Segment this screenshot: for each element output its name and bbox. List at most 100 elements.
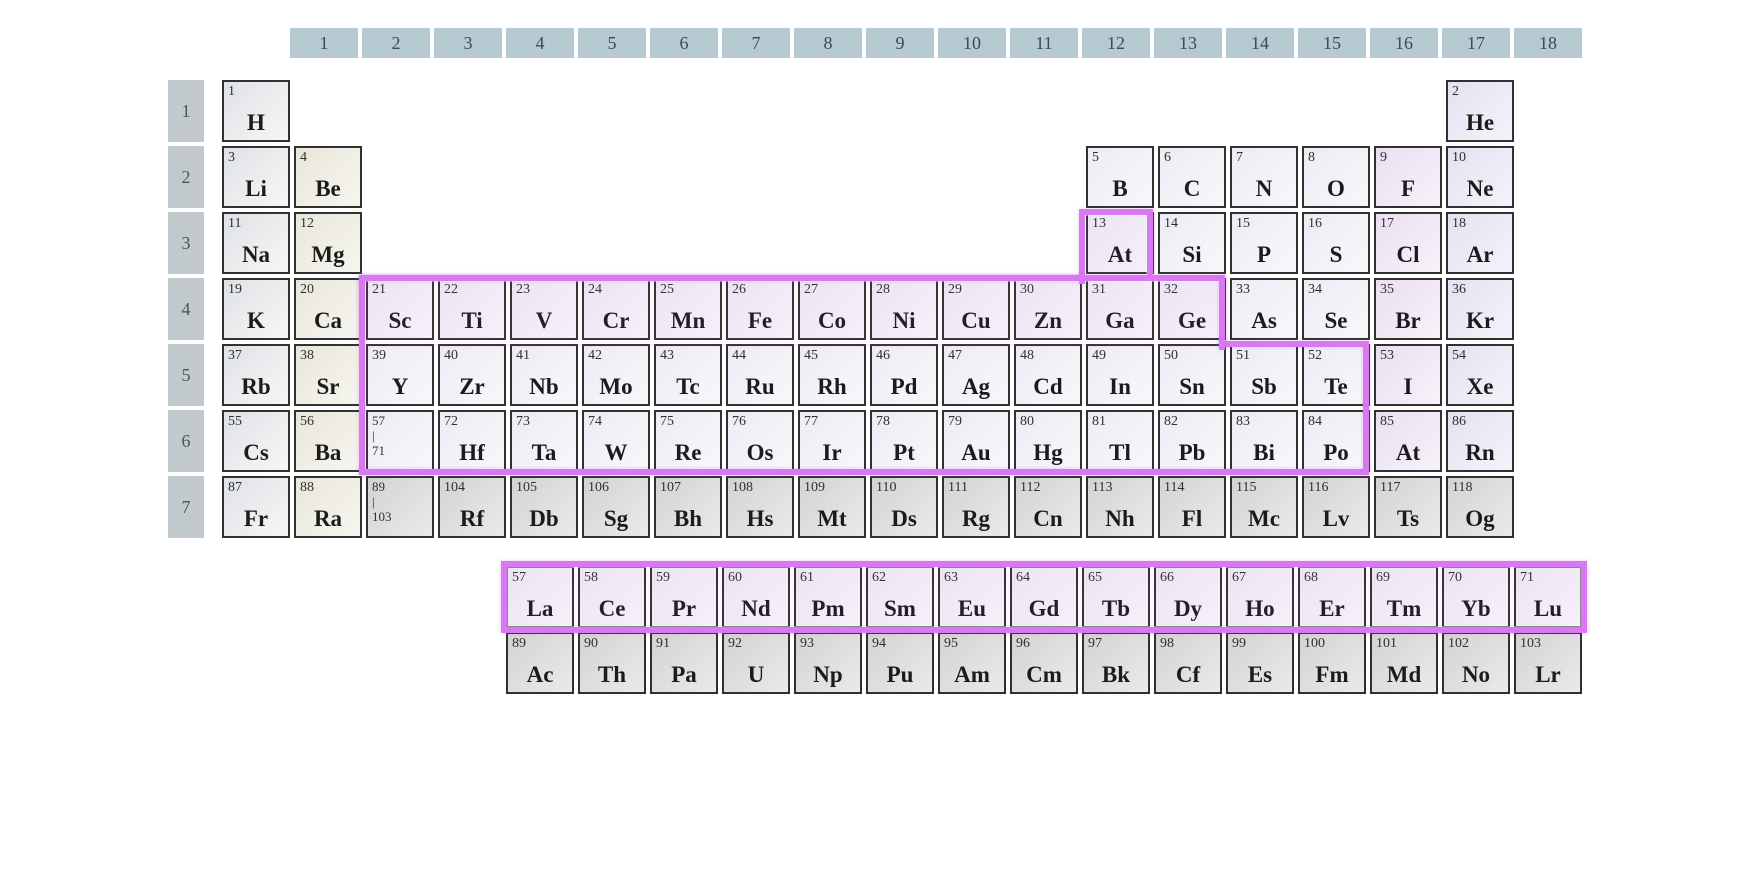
element-Li: 3Li	[222, 146, 290, 208]
element-symbol: Rn	[1448, 440, 1512, 466]
period-row-2: 23Li4Be5B6C7N8O9F10Ne	[168, 146, 1586, 208]
element-symbol: Ra	[296, 506, 360, 532]
element-Ne: 10Ne	[1446, 146, 1514, 208]
atomic-number: 65	[1088, 570, 1102, 586]
element-Be: 4Be	[294, 146, 362, 208]
element-Hg: 80Hg	[1014, 410, 1082, 472]
group-header-10: 10	[938, 28, 1006, 58]
group-header-13: 13	[1154, 28, 1222, 58]
element-Rb: 37Rb	[222, 344, 290, 406]
atomic-number: 63	[944, 570, 958, 586]
element-symbol: Re	[656, 440, 720, 466]
element-Sr: 38Sr	[294, 344, 362, 406]
element-Lv: 116Lv	[1302, 476, 1370, 538]
element-symbol: Au	[944, 440, 1008, 466]
element-Md: 101 Md	[1370, 632, 1438, 694]
element-symbol: Mc	[1232, 506, 1296, 532]
element-He: 2He	[1446, 80, 1514, 142]
group-header-2: 2	[362, 28, 430, 58]
element-Sc: 21Sc	[366, 278, 434, 340]
element-symbol: Fr	[224, 506, 288, 532]
element-symbol: Sn	[1160, 374, 1224, 400]
atomic-number: 87	[228, 480, 242, 496]
atomic-number: 77	[804, 414, 818, 430]
atomic-number: 30	[1020, 282, 1034, 298]
element-symbol: Si	[1160, 242, 1224, 268]
group-header-8: 8	[794, 28, 862, 58]
atomic-number: 107	[660, 480, 681, 496]
atomic-number: 50	[1164, 348, 1178, 364]
element-Pm: 61Pm	[794, 566, 862, 628]
element-symbol: Np	[796, 662, 860, 688]
atomic-number: 56	[300, 414, 314, 430]
period-header-3: 3	[168, 212, 204, 274]
element-Ds: 110Ds	[870, 476, 938, 538]
atomic-number: 101	[1376, 636, 1397, 652]
element-symbol: Ho	[1228, 596, 1292, 622]
actinide-row: 89Ac90Th91Pa92U93Np94Pu95Am96Cm97Bk98Cf9…	[506, 632, 1586, 694]
atomic-number: 23	[516, 282, 530, 298]
element-symbol: Ni	[872, 308, 936, 334]
element-Fe: 26Fe	[726, 278, 794, 340]
element-symbol: Am	[940, 662, 1004, 688]
atomic-number: 96	[1016, 636, 1030, 652]
atomic-number: 99	[1232, 636, 1246, 652]
atomic-number: 7	[1236, 150, 1243, 166]
group-header-4: 4	[506, 28, 574, 58]
atomic-number: 6	[1164, 150, 1171, 166]
element-Ts: 117Ts	[1374, 476, 1442, 538]
atomic-number: 117	[1380, 480, 1400, 496]
atomic-number: 41	[516, 348, 530, 364]
f-block: 57La58Ce59Pr60Nd61Pm62Sm63Eu64Gd65Tb66Dy…	[168, 566, 1586, 694]
element-I: 53I	[1374, 344, 1442, 406]
element-Xe: 54Xe	[1446, 344, 1514, 406]
atomic-number: 67	[1232, 570, 1246, 586]
atomic-number: 32	[1164, 282, 1178, 298]
range-cell-act: 89 | 103	[366, 476, 434, 538]
atomic-number: 29	[948, 282, 962, 298]
element-Db: 105Db	[510, 476, 578, 538]
element-Br: 35Br	[1374, 278, 1442, 340]
element-symbol: Zr	[440, 374, 504, 400]
element-symbol: Nb	[512, 374, 576, 400]
element-La: 57La	[506, 566, 574, 628]
element-symbol: Ga	[1088, 308, 1152, 334]
element-F: 9F	[1374, 146, 1442, 208]
element-symbol: Nd	[724, 596, 788, 622]
element-Tm: 69Tm	[1370, 566, 1438, 628]
element-Ni: 28Ni	[870, 278, 938, 340]
group-header-5: 5	[578, 28, 646, 58]
atomic-number: 3	[228, 150, 235, 166]
element-Bk: 97Bk	[1082, 632, 1150, 694]
period-row-7: 787Fr88Ra89 | 103104Rf105Db106Sg107Bh108…	[168, 476, 1586, 538]
element-Eu: 63Eu	[938, 566, 1006, 628]
element-Fm: 100Fm	[1298, 632, 1366, 694]
group-header-17: 17	[1442, 28, 1510, 58]
element-symbol: Mg	[296, 242, 360, 268]
period-row-5: 537Rb38Sr39Y40Zr41Nb42Mo43Tc44Ru45Rh46Pd…	[168, 344, 1586, 406]
element-symbol: H	[224, 110, 288, 136]
atomic-number: 75	[660, 414, 674, 430]
element-Nd: 60Nd	[722, 566, 790, 628]
element-Lr: 103Lr	[1514, 632, 1582, 694]
element-O: 8O	[1302, 146, 1370, 208]
element-Mg: 12 Mg	[294, 212, 362, 274]
atomic-number: 14	[1164, 216, 1178, 232]
element-Cs: 55Cs	[222, 410, 290, 472]
atomic-number: 38	[300, 348, 314, 364]
element-symbol: Lr	[1516, 662, 1580, 688]
element-Nh: 113Nh	[1086, 476, 1154, 538]
atomic-number: 12	[300, 216, 314, 232]
atomic-number: 112	[1020, 480, 1040, 496]
element-Ar: 18Ar	[1446, 212, 1514, 274]
element-Np: 93Np	[794, 632, 862, 694]
atomic-number: 79	[948, 414, 962, 430]
element-symbol: Md	[1372, 662, 1436, 688]
element-Os: 76Os	[726, 410, 794, 472]
atomic-number: 91	[656, 636, 670, 652]
element-No: 102No	[1442, 632, 1510, 694]
element-symbol: Sm	[868, 596, 932, 622]
element-symbol: C	[1160, 176, 1224, 202]
atomic-number: 113	[1092, 480, 1112, 496]
element-Ca: 20Ca	[294, 278, 362, 340]
